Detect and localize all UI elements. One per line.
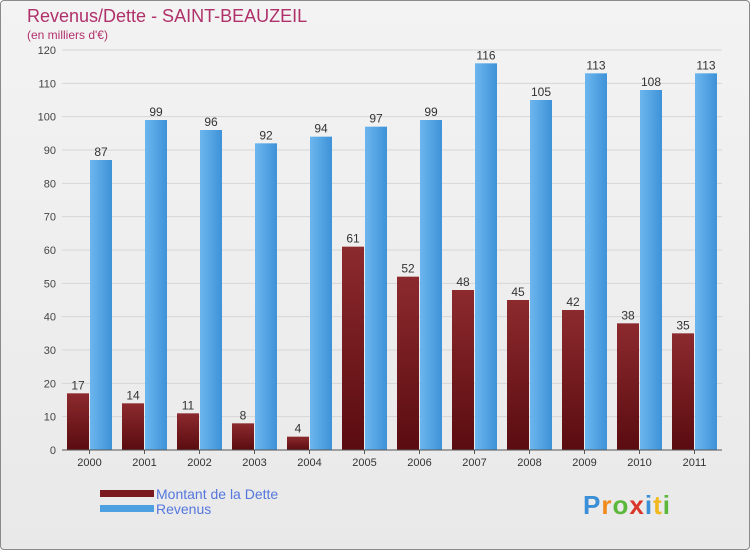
y-tick-label: 110 — [38, 78, 56, 90]
logo-letter: x — [629, 490, 645, 520]
y-axis-ticks: 0 10 20 30 40 50 60 70 80 90 100 110 120 — [38, 45, 56, 457]
data-label-revenus-2006: 99 — [424, 105, 438, 119]
legend-label-dette: Montant de la Dette — [156, 486, 279, 502]
data-label-revenus-2001: 99 — [149, 105, 163, 119]
x-axis-ticks: 2000 2001 2002 2003 2004 2005 2006 2007 2008 2009… — [77, 450, 706, 469]
grid-lines — [62, 49, 722, 418]
bar-revenus-2008 — [530, 100, 552, 450]
x-tick-label-2001: 2001 — [132, 457, 156, 469]
y-tick-label: 60 — [44, 245, 56, 257]
data-label-revenus-2003: 92 — [259, 128, 273, 142]
bar-revenus-2010 — [640, 90, 662, 450]
legend-label-revenus: Revenus — [156, 501, 212, 517]
bar-dette-2001 — [122, 403, 144, 450]
data-label-revenus-2011: 113 — [696, 58, 715, 72]
bar-dette-2008 — [507, 300, 529, 450]
bar-dette-2010 — [617, 323, 639, 450]
bar-revenus-2005 — [365, 126, 387, 451]
bar-revenus-2000 — [90, 160, 112, 450]
logo-letter: o — [612, 490, 630, 520]
logo-letter: r — [601, 490, 613, 520]
data-label-revenus-2005: 97 — [369, 112, 383, 126]
data-label-revenus-2004: 94 — [314, 122, 328, 136]
data-label-dette-2007: 48 — [456, 275, 470, 289]
bar-revenus-2006 — [420, 120, 442, 450]
y-tick-label: 0 — [50, 445, 56, 457]
bars — [67, 63, 717, 451]
y-tick-label: 70 — [44, 212, 56, 224]
logo-letter: i — [644, 490, 654, 520]
x-tick-label-2004: 2004 — [297, 457, 321, 469]
data-label-dette-2000: 17 — [71, 378, 85, 392]
x-tick-label-2000: 2000 — [77, 457, 101, 469]
x-tick-label-2006: 2006 — [407, 457, 431, 469]
y-tick-label: 30 — [44, 345, 56, 357]
data-label-revenus-2008: 105 — [531, 85, 551, 99]
data-label-revenus-2002: 96 — [204, 115, 218, 129]
bar-dette-2009 — [562, 310, 584, 450]
bar-dette-2002 — [177, 413, 199, 450]
y-tick-label: 100 — [38, 112, 56, 124]
x-tick-label-2005: 2005 — [352, 457, 376, 469]
y-tick-label: 90 — [44, 145, 56, 157]
data-label-dette-2004: 4 — [295, 422, 302, 436]
bar-revenus-2003 — [255, 143, 277, 451]
legend-swatch-revenus — [100, 505, 154, 512]
y-tick-label: 10 — [44, 412, 56, 424]
bar-dette-2006 — [397, 276, 419, 450]
bar-revenus-2001 — [145, 120, 167, 450]
data-label-revenus-2009: 113 — [586, 58, 605, 72]
legend-swatch-dette — [100, 490, 154, 497]
y-tick-label: 120 — [38, 45, 56, 57]
x-tick-label-2007: 2007 — [462, 457, 486, 469]
logo-letter: t — [653, 490, 663, 520]
data-label-dette-2011: 35 — [676, 318, 690, 332]
data-label-dette-2002: 11 — [182, 398, 195, 412]
bar-dette-2005 — [342, 246, 364, 450]
proxiti-logo: Proxiti — [583, 490, 671, 521]
chart-title: Revenus/Dette - SAINT-BEAUZEIL — [27, 6, 308, 26]
x-tick-label-2003: 2003 — [242, 457, 266, 469]
data-label-dette-2003: 8 — [240, 408, 247, 422]
data-label-revenus-2010: 108 — [641, 75, 661, 89]
logo-letter: i — [662, 490, 671, 520]
bar-revenus-2009 — [585, 73, 607, 450]
y-tick-label: 40 — [44, 312, 56, 324]
chart-subtitle: (en milliers d'€) — [27, 28, 108, 42]
y-tick-label: 20 — [44, 378, 56, 390]
bar-dette-2004 — [287, 436, 309, 450]
data-label-dette-2005: 61 — [346, 232, 360, 246]
data-label-dette-2001: 14 — [126, 388, 140, 402]
x-tick-label-2002: 2002 — [187, 457, 211, 469]
data-label-revenus-2007: 116 — [476, 48, 495, 62]
bar-revenus-2002 — [200, 130, 222, 450]
logo-letter: P — [583, 490, 602, 520]
y-tick-label: 50 — [44, 278, 56, 290]
y-tick-label: 80 — [44, 178, 56, 190]
x-tick-label-2009: 2009 — [572, 457, 596, 469]
x-tick-label-2008: 2008 — [517, 457, 541, 469]
data-label-dette-2006: 52 — [401, 262, 415, 276]
data-label-dette-2008: 45 — [511, 285, 525, 299]
bar-revenus-2007 — [475, 63, 497, 450]
bar-dette-2003 — [232, 423, 254, 450]
data-labels: 17 87 14 99 11 96 8 92 4 94 61 97 52 99 48 116 45 105 42 11… — [71, 48, 716, 435]
bar-dette-2011 — [672, 333, 694, 450]
bar-dette-2007 — [452, 290, 474, 450]
x-tick-label-2010: 2010 — [627, 457, 651, 469]
bar-revenus-2004 — [310, 136, 332, 450]
data-label-revenus-2000: 87 — [94, 145, 108, 159]
data-label-dette-2010: 38 — [621, 308, 635, 322]
bar-revenus-2011 — [695, 73, 717, 450]
bar-dette-2000 — [67, 393, 89, 450]
data-label-dette-2009: 42 — [566, 295, 580, 309]
x-tick-label-2011: 2011 — [683, 457, 707, 469]
